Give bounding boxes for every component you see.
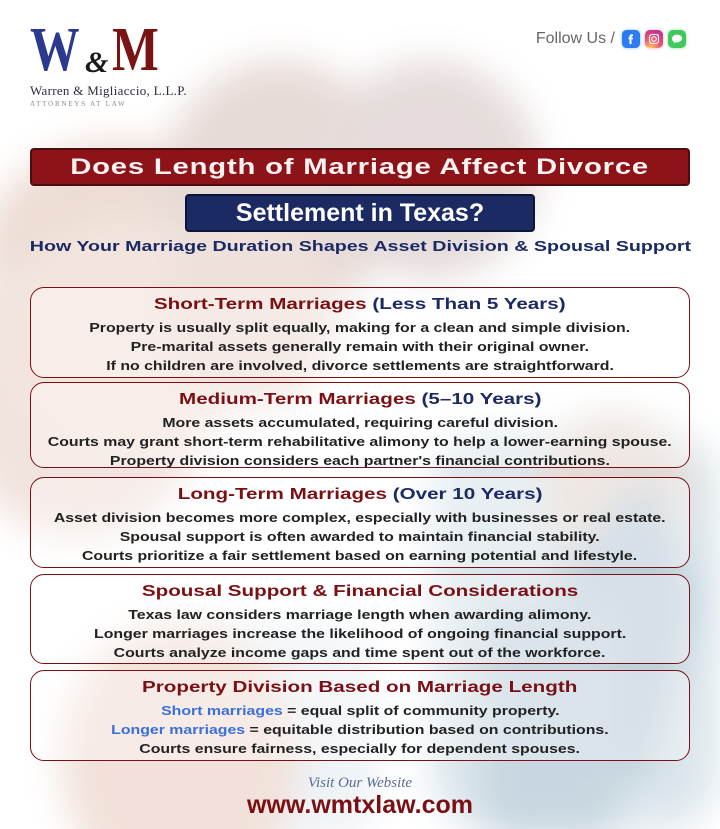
svg-text:W: W	[30, 20, 80, 84]
svg-text:&: &	[85, 46, 108, 79]
svg-text:M: M	[112, 20, 159, 84]
